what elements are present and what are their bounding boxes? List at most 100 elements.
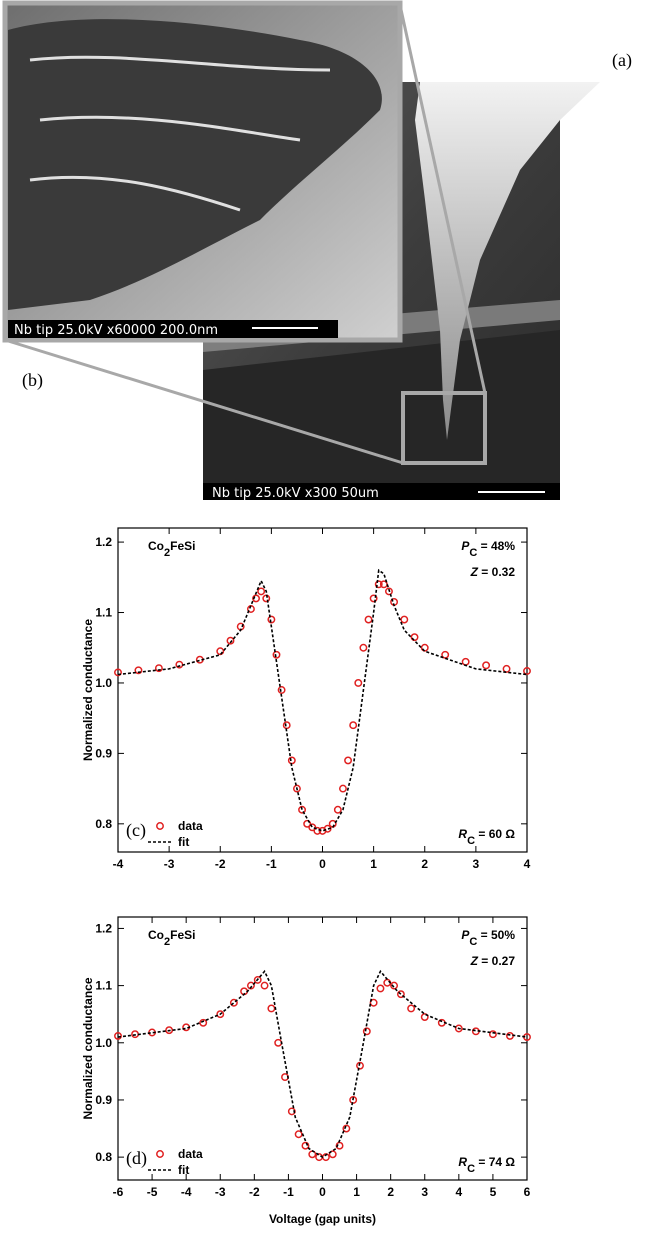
data-point [376,984,385,993]
data-point [441,650,450,659]
panel-label: (b) [22,370,43,391]
data-point [339,784,347,793]
annotation: RC = 60 Ω [458,827,515,847]
y-tick-label: 1.2 [95,535,112,549]
legend-label: fit [178,1163,189,1177]
data-point [199,1018,208,1027]
x-tick-label: -1 [266,857,277,871]
data-point [175,660,184,669]
y-tick-label: 1.2 [95,921,112,935]
data-point [287,1107,296,1116]
panel-label: (d) [126,1148,147,1169]
data-point [260,981,269,990]
fit-line [117,568,528,832]
x-tick-label: -1 [283,1185,294,1199]
data-point [359,643,368,652]
data-point [362,1027,371,1036]
annotation: RC = 74 Ω [458,1155,515,1175]
data-point [134,666,143,675]
y-axis-label: Normalized conductance [81,619,95,761]
x-tick-label: -6 [113,1185,124,1199]
y-tick-label: 0.8 [95,1150,112,1164]
data-point [252,594,260,603]
x-axis-label: Voltage (gap units) [269,1212,376,1226]
x-tick-label: 4 [455,1185,462,1199]
x-tick-label: 3 [473,857,480,871]
x-tick-label: 4 [524,857,531,871]
data-point [344,756,353,765]
data-point [400,615,409,624]
plot-frame [117,916,528,1181]
data-point [461,657,470,666]
data-point [420,1013,429,1022]
x-tick-label: -2 [249,1185,260,1199]
legend-swatch [156,822,164,830]
annotation-part: Co [148,928,164,942]
panel-label: (c) [126,820,146,841]
legend-label: data [178,1147,203,1161]
data-point [165,1026,174,1035]
data-point [349,721,358,730]
data-point [420,643,429,652]
x-tick-label: 1 [353,1185,360,1199]
data-point [303,819,312,828]
x-tick-label: -3 [215,1185,226,1199]
y-tick-label: 0.9 [95,746,112,760]
panel-label: (a) [612,50,632,71]
plot-frame [117,527,528,853]
data-point [407,1004,416,1013]
data-point [301,1141,310,1150]
data-point [298,805,306,814]
annotation-part: P [461,928,470,942]
data-point [216,647,225,656]
x-tick-label: -5 [147,1185,158,1199]
data-point [308,823,317,832]
y-tick-label: 1.1 [95,606,112,620]
annotation-part: Z [470,565,479,579]
annotation-part: 2 [164,936,170,948]
x-tick-label: 1 [370,857,377,871]
x-tick-label: -3 [164,857,175,871]
annotation-part: C [469,547,477,559]
data-point [364,615,373,624]
data-point [333,805,342,814]
annotation-part: = 0.27 [478,954,515,968]
x-tick-label: 2 [421,857,428,871]
data-point [506,1031,514,1040]
data-point [277,686,286,694]
annotation-part: = 50% [477,928,515,942]
legend-swatch [156,1150,164,1158]
x-tick-label: 5 [490,1185,497,1199]
y-tick-label: 0.8 [95,817,112,831]
y-tick-label: 1.0 [95,1036,112,1050]
data-point [374,580,383,589]
data-point [114,668,122,677]
data-point [379,580,388,589]
annotation: Z = 0.32 [470,565,516,579]
x-tick-label: 0 [319,1185,326,1199]
annotation-part: FeSi [170,539,195,553]
x-tick-label: 3 [421,1185,428,1199]
fit-line [117,969,528,1159]
data-point [257,587,266,596]
annotation-part: R [458,827,467,841]
chart: 0.8 0.9 1.0 1.1 1.2 -6 -5 -4 -3 -2 -1 0 1 2 3 4 5 6 Normal… [81,916,531,1226]
data-point [328,1150,337,1159]
annotation-part: 2 [164,547,170,559]
data-point [267,615,276,624]
annotation-part: C [467,835,475,847]
annotation-part: = 74 Ω [475,1155,515,1169]
data-point [396,990,405,999]
annotation-part: FeSi [170,928,195,942]
annotation-part: R [458,1155,467,1169]
data-point [272,650,281,659]
data-point [154,664,163,673]
annotation: Co2FeSi [148,928,195,948]
data-point [342,1124,351,1133]
x-tick-label: 0 [319,857,326,871]
x-tick-label: -4 [113,857,124,871]
data-point [246,981,255,990]
data-point [390,981,399,990]
data-point [369,594,378,603]
data-point [282,721,291,730]
